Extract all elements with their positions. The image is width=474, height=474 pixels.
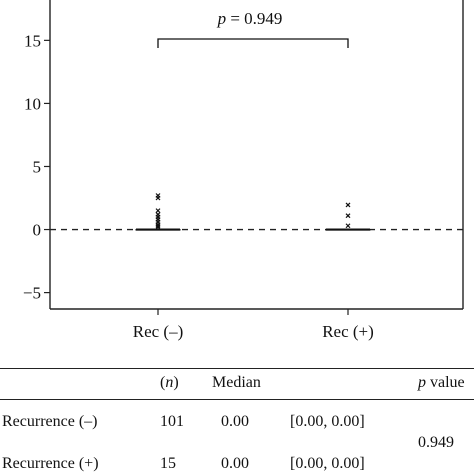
y-tick-label: −5 [23,284,41,303]
outlier-point [345,223,351,229]
table-row-median: 0.00 [221,455,249,472]
table-row-n: 15 [160,455,176,472]
table-row-label: Recurrence (–) [2,413,98,430]
outlier-stroke [155,208,161,214]
outlier-stroke [155,223,161,229]
y-tick-label: 10 [24,94,41,113]
outlier-stroke [155,224,161,230]
x-tick-label: Rec (+) [322,322,374,341]
table-row-n: 101 [160,413,184,430]
outlier-stroke [345,202,351,208]
table-p-value: 0.949 [418,434,454,451]
table-row-range: [0.00, 0.00] [290,455,365,472]
paren-close: ) [173,374,179,391]
outlier-point [155,208,161,214]
outlier-point [155,195,161,201]
y-tick-label: 5 [33,157,42,176]
outlier-stroke [345,223,351,229]
outlier-point [345,202,351,208]
y-tick-label: 0 [33,221,42,240]
table-top-rule [0,368,474,369]
table-header-p-value: p value [418,374,465,392]
outlier-point [155,224,161,230]
outlier-point [345,213,351,219]
outlier-stroke [345,213,351,219]
table-header-n: (n) [160,374,179,392]
table-header-median: Median [212,374,261,391]
box-plot: −5 0 5 10 15 Rec (–) Rec (+) p = 0.949 [23,0,464,341]
outlier-stroke [155,195,161,201]
table-header-p-suffix: value [426,374,465,391]
y-tick-label: 15 [24,31,41,50]
paren-open: ( [160,374,166,391]
outlier-point [155,223,161,229]
x-tick-label: Rec (–) [133,322,184,341]
n-letter: n [165,374,174,391]
p-value-annotation: p = 0.949 [217,9,283,28]
p-value-text: = 0.949 [226,9,282,28]
table-header-rule [0,399,474,400]
significance-bracket [157,38,349,48]
table-row-range: [0.00, 0.00] [290,413,365,430]
table-row-median: 0.00 [221,413,249,430]
p-letter: p [217,9,227,28]
table-header-p-letter: p [418,374,426,391]
table-row-label: Recurrence (+) [2,455,99,472]
